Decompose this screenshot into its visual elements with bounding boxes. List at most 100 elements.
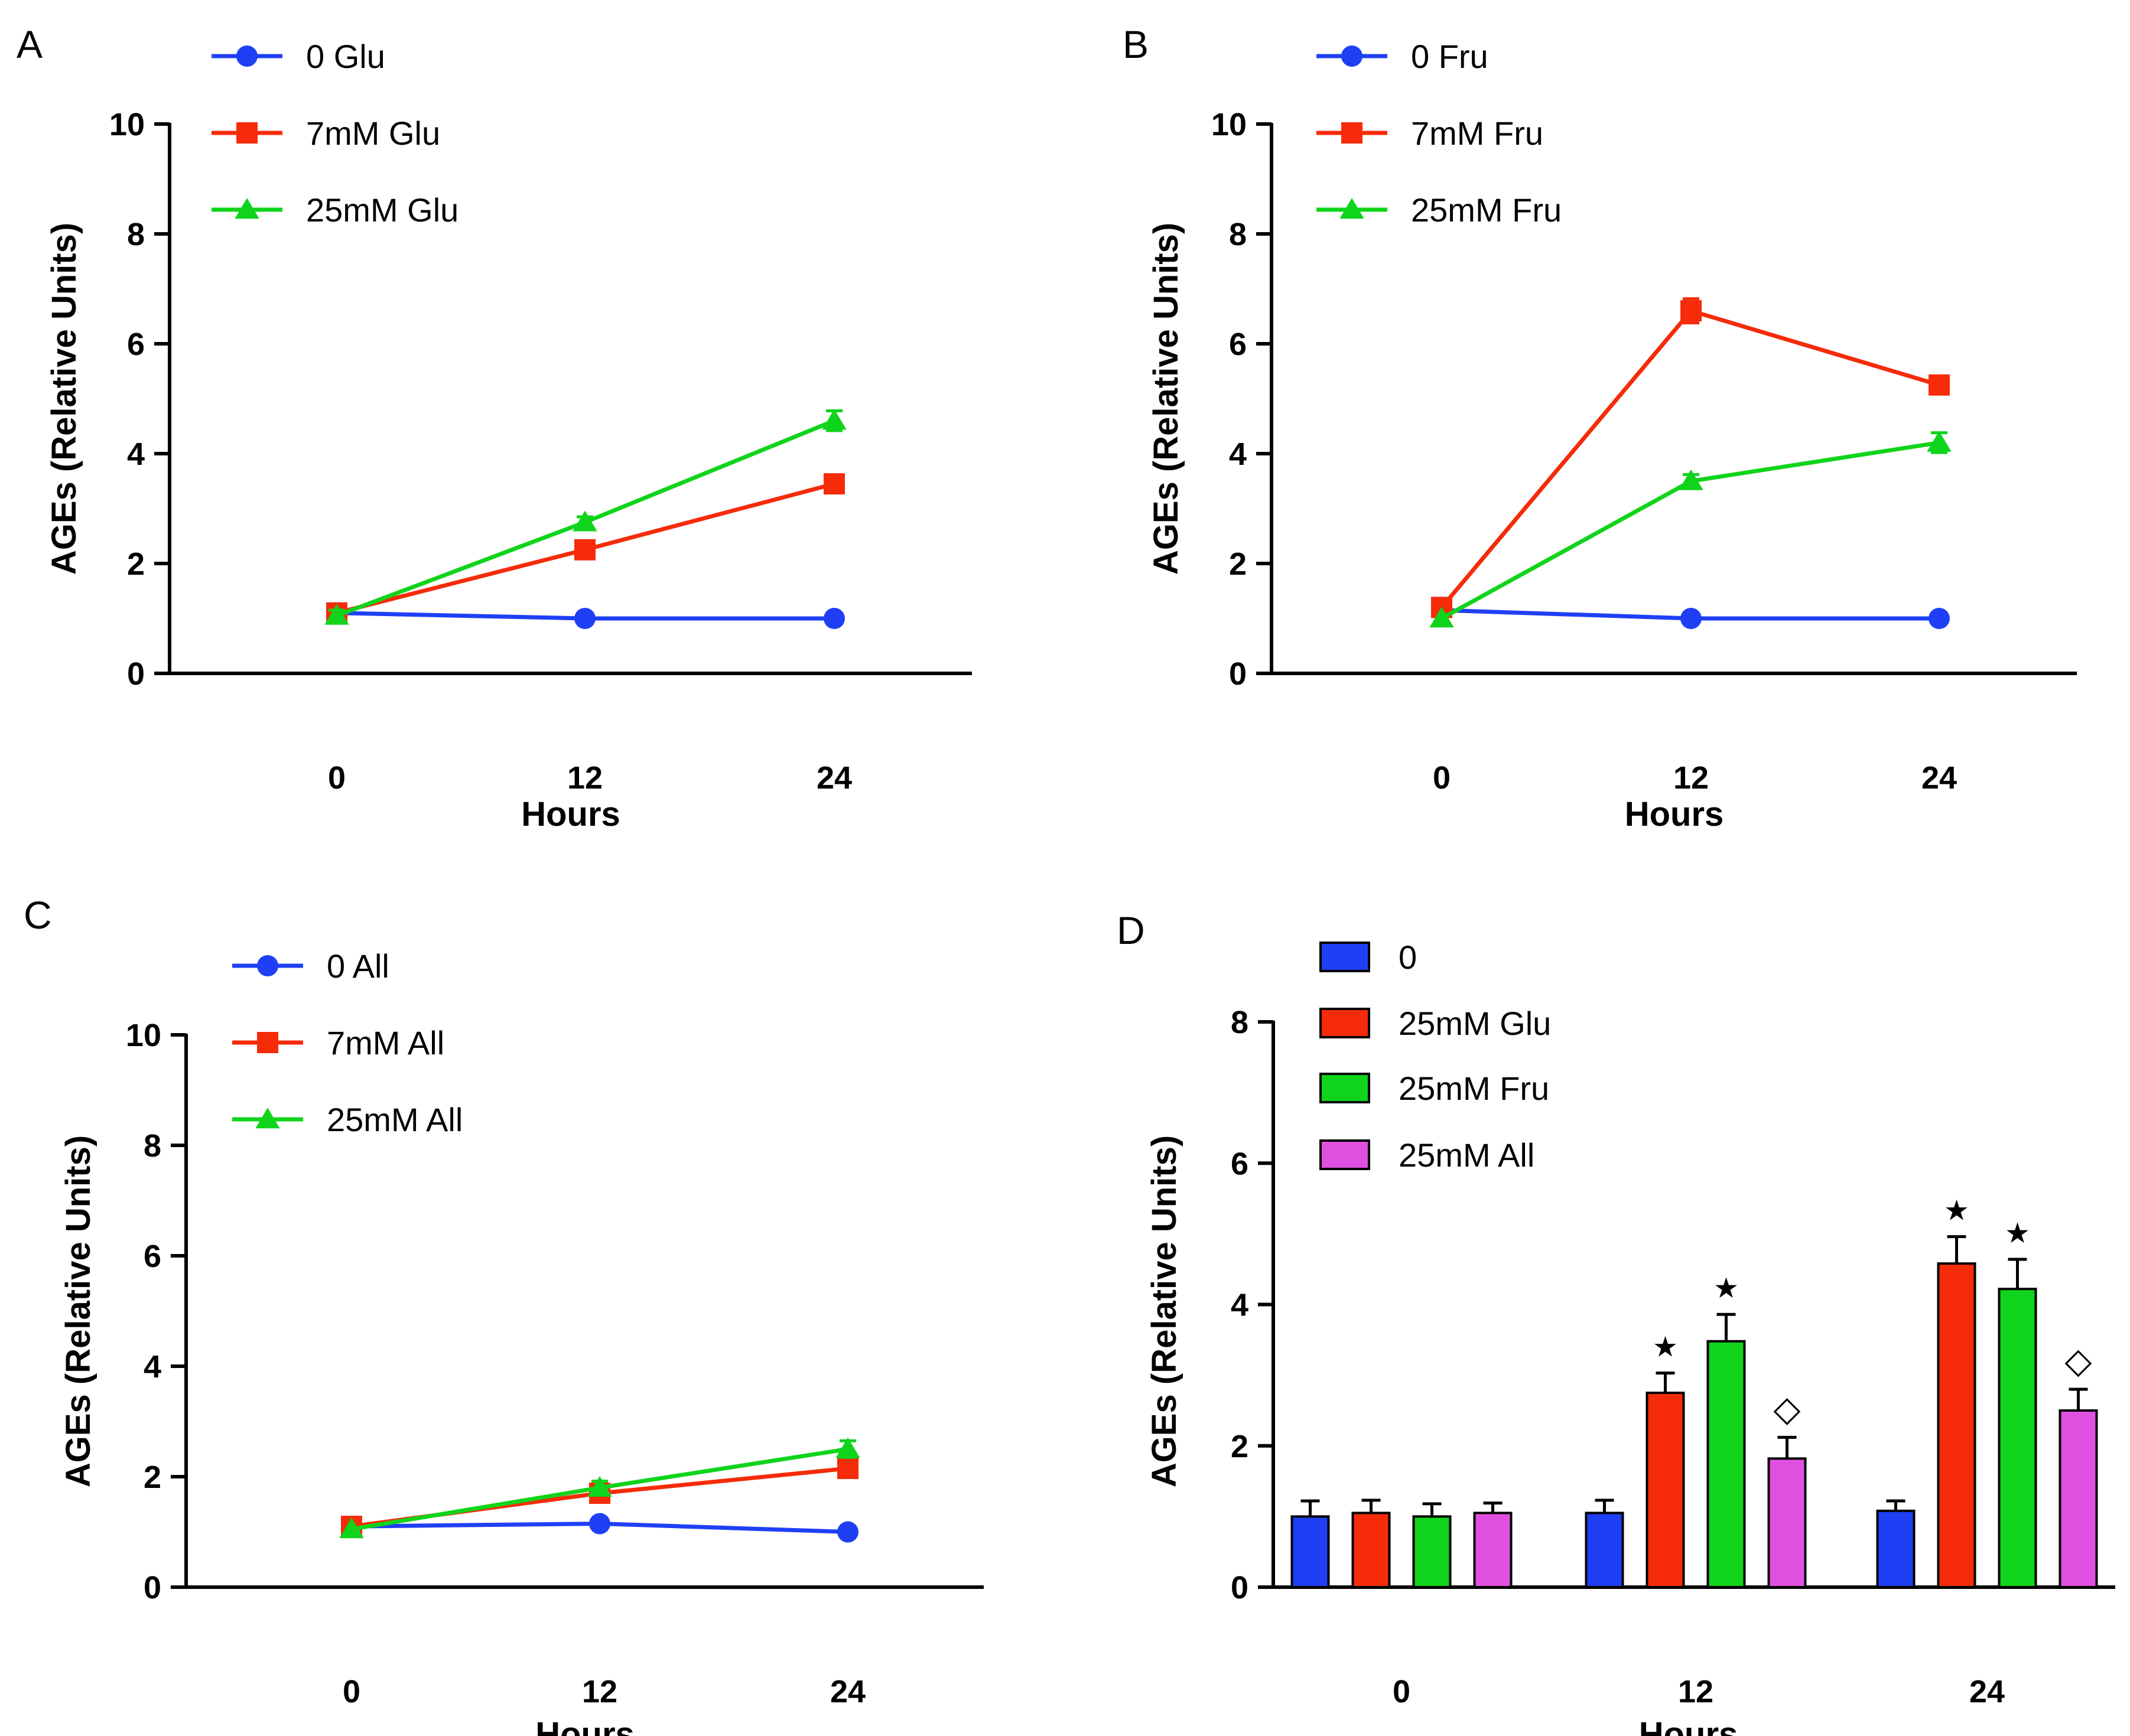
y-tick-label: 6 xyxy=(127,327,145,362)
series-0-glu xyxy=(326,602,845,629)
x-tick-label: 12 xyxy=(1678,1674,1713,1709)
y-tick-label: 8 xyxy=(1231,1005,1248,1040)
x-tick-label: 0 xyxy=(1393,1674,1410,1709)
bar xyxy=(1646,1392,1685,1588)
bar xyxy=(1937,1262,1976,1588)
series-25mm-glu: ★★ xyxy=(1351,1194,1976,1589)
series-25mm-all xyxy=(339,1437,860,1539)
legend-label: 25mM All xyxy=(1399,1136,1534,1174)
y-tick-label: 2 xyxy=(1231,1429,1248,1464)
data-point xyxy=(339,1517,364,1539)
y-tick-label: 2 xyxy=(1229,546,1247,582)
x-tick-label: 24 xyxy=(817,760,852,796)
panel-letter: C xyxy=(24,893,52,937)
data-point xyxy=(822,409,847,430)
y-tick-label: 2 xyxy=(144,1460,161,1495)
y-tick-label: 2 xyxy=(127,546,145,582)
data-point xyxy=(1929,374,1950,396)
y-tick-label: 6 xyxy=(1229,327,1247,362)
series-0-fru xyxy=(1431,600,1950,629)
series-line xyxy=(1440,308,1940,609)
y-tick-label: 4 xyxy=(127,437,145,472)
data-point xyxy=(1339,198,1364,219)
bar xyxy=(2059,1409,2098,1588)
y-axis-title: AGEs (Relative Units) xyxy=(1145,1135,1183,1487)
legend-label: 25mM Fru xyxy=(1411,191,1562,229)
data-point xyxy=(837,1457,858,1479)
series-25mm-all: ◇◇ xyxy=(1473,1340,2098,1589)
y-tick-label: 8 xyxy=(127,217,145,252)
panel-letter: B xyxy=(1123,22,1149,66)
data-point xyxy=(574,539,596,561)
data-point xyxy=(1680,300,1702,322)
x-tick-label: 0 xyxy=(1433,760,1451,796)
series-25mm-glu xyxy=(324,409,847,625)
y-tick-label: 4 xyxy=(144,1349,161,1385)
significance-star: ★ xyxy=(2005,1217,2030,1250)
data-point xyxy=(1679,469,1703,490)
significance-diamond: ◇ xyxy=(1773,1388,1800,1429)
legend-label: 0 Glu xyxy=(306,38,385,75)
legend-label: 7mM All xyxy=(327,1024,444,1061)
significance-star: ★ xyxy=(1653,1331,1678,1364)
y-tick-label: 0 xyxy=(1229,656,1247,692)
data-point xyxy=(1927,431,1952,452)
data-point xyxy=(837,1521,858,1543)
data-point xyxy=(1429,607,1454,628)
legend-label: 25mM Glu xyxy=(1399,1005,1551,1042)
legend-swatch xyxy=(1319,942,1370,972)
y-tick-label: 6 xyxy=(144,1239,161,1274)
data-point xyxy=(1680,608,1702,629)
x-tick-label: 12 xyxy=(1673,760,1709,796)
series-25mm-fru xyxy=(1429,431,1952,628)
significance-star: ★ xyxy=(1713,1272,1739,1305)
x-axis-title: Hours xyxy=(1625,795,1724,833)
bar xyxy=(1998,1288,2037,1589)
series-0 xyxy=(1290,1499,1916,1589)
legend-label: 0 All xyxy=(327,947,389,985)
legend-label: 7mM Glu xyxy=(306,115,440,152)
legend-label: 7mM Fru xyxy=(1411,115,1543,152)
legend-swatch xyxy=(1319,1073,1370,1103)
x-tick-label: 12 xyxy=(582,1674,617,1709)
legend-label: 0 Fru xyxy=(1411,38,1488,75)
legend-swatch xyxy=(1319,1139,1370,1170)
y-tick-label: 10 xyxy=(1211,107,1247,142)
data-point xyxy=(1341,45,1362,67)
x-tick-label: 0 xyxy=(343,1674,360,1709)
legend-swatch xyxy=(1319,1008,1370,1038)
data-point xyxy=(835,1437,860,1458)
x-axis-title: Hours xyxy=(521,795,620,833)
panel-letter: D xyxy=(1117,908,1145,952)
legend-label: 25mM Glu xyxy=(306,191,458,229)
bar xyxy=(1351,1512,1391,1589)
data-point xyxy=(1929,608,1950,629)
y-axis-title: AGEs (Relative Units) xyxy=(1147,223,1185,575)
series-7mm-glu xyxy=(326,473,845,624)
legend-label: 25mM Fru xyxy=(1399,1070,1549,1107)
y-tick-label: 6 xyxy=(1231,1146,1248,1181)
data-point xyxy=(255,1108,280,1129)
data-point xyxy=(824,473,845,495)
x-tick-label: 24 xyxy=(1921,760,1957,796)
y-tick-label: 4 xyxy=(1231,1288,1248,1323)
x-tick-label: 0 xyxy=(328,760,346,796)
x-axis-title: Hours xyxy=(1639,1715,1738,1736)
data-point xyxy=(1341,122,1362,144)
panel-letter: A xyxy=(17,22,43,66)
x-axis-title: Hours xyxy=(535,1715,635,1736)
y-tick-label: 8 xyxy=(144,1128,161,1164)
legend-label: 25mM All xyxy=(327,1101,463,1138)
data-point xyxy=(824,608,845,629)
data-point xyxy=(257,955,278,976)
y-tick-label: 0 xyxy=(1231,1570,1248,1605)
series-line xyxy=(1440,440,1940,621)
bar xyxy=(1876,1509,1916,1588)
bar xyxy=(1585,1512,1624,1589)
series-25mm-fru: ★★ xyxy=(1412,1217,2037,1589)
